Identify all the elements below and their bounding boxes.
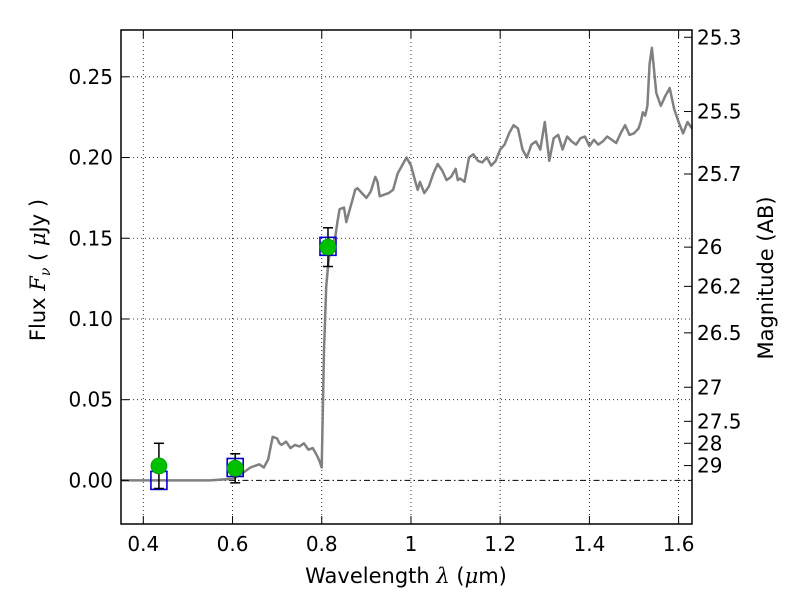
y-axis-label-right: Magnitude (AB) [754,196,778,359]
x-tick-label: 1.4 [573,532,605,556]
y-tick-labels: 0.00 0.05 0.10 0.15 0.20 0.25 [68,65,113,493]
photometry-point [319,238,337,256]
y-tick-label: 0.25 [68,65,113,89]
photometry-points-layer [150,238,337,477]
right-tick-label: 27.5 [697,409,742,433]
model-points-layer [150,236,337,491]
right-tick-label: 28 [697,431,722,455]
y-tick-label: 0.20 [68,146,113,170]
x-tick-label: 0.6 [217,532,249,556]
x-axis-label: Wavelength λ (μm) [305,564,507,588]
right-tick-label: 26.5 [697,321,742,345]
y-tick-label: 0.00 [68,468,113,492]
y-tick-label: 0.10 [68,307,113,331]
grid-layer [121,30,692,524]
y-tick-label: 0.05 [68,388,113,412]
x-tick-label: 1.6 [663,532,695,556]
photometry-point [226,459,244,477]
right-tick-label: 26.2 [697,274,742,298]
x-tick-label: 1.2 [484,532,516,556]
svg-text:Flux Fν ( μJy ): Flux Fν ( μJy ) [26,199,54,341]
y-tick-label: 0.15 [68,226,113,250]
plot-frame [120,29,693,525]
right-tick-label: 29 [697,454,722,478]
x-tick-label: 1 [405,532,418,556]
right-tick-label: 25.3 [697,25,742,49]
right-tick-label: 27 [697,375,722,399]
right-tick-label: 26 [697,235,722,259]
x-tick-label: 0.8 [306,532,338,556]
tick-marks-layer [121,30,692,524]
right-tick-label: 25.7 [697,162,742,186]
errorbar-layer [153,227,333,490]
photometry-point [150,457,168,475]
x-tick-label: 0.4 [127,532,159,556]
model-sed-line [121,46,694,482]
x-tick-labels: 0.4 0.6 0.8 1 1.2 1.4 1.6 [127,532,694,556]
right-tick-label: 25.5 [697,100,742,124]
y-axis-label-left: Flux Fν ( μJy ) [26,199,54,341]
